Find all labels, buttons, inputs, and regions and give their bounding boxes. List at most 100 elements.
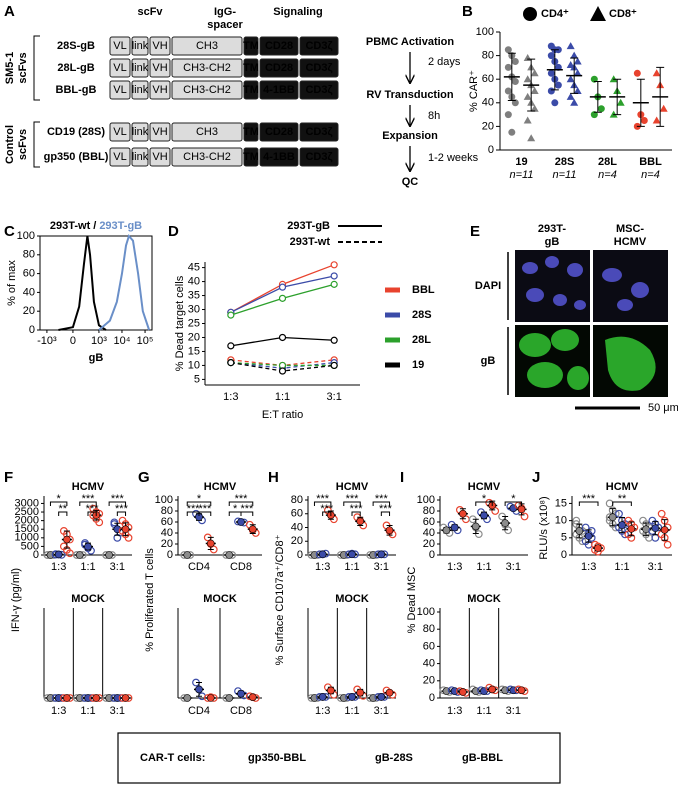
domain	[149, 58, 171, 78]
y-tick-label: 0	[297, 549, 303, 561]
panel-label: F	[4, 469, 13, 486]
point	[330, 336, 338, 344]
mean-dot	[348, 550, 356, 559]
sig-label: ***	[240, 503, 254, 515]
point	[566, 75, 575, 83]
sig-label: *	[233, 503, 238, 515]
y-tick-label: 5	[194, 373, 200, 385]
domain	[171, 80, 243, 100]
y-tick-label: 500	[21, 540, 39, 552]
y-tick-label: 15	[188, 345, 200, 357]
sig-bracket	[228, 501, 254, 506]
domain-label: VL	[113, 40, 126, 52]
x-tick-label: 1:3	[223, 391, 238, 403]
mean-dot	[327, 686, 335, 695]
x-tick-label: 1:3	[315, 705, 330, 717]
point	[652, 116, 661, 124]
y-tick-label: 0	[429, 692, 435, 704]
domain-label: TM	[243, 40, 259, 52]
sig-label: **	[618, 493, 627, 505]
mean-dot	[63, 535, 71, 544]
domain-label: 4-1BB	[263, 151, 295, 163]
y-tick-label: 10	[555, 515, 567, 527]
domain	[109, 36, 131, 56]
error-bar	[613, 78, 622, 116]
point	[547, 52, 555, 60]
point	[547, 87, 555, 95]
x-tick-label: 1:1	[614, 561, 629, 573]
point	[581, 523, 590, 532]
title-part: 293T-gB	[99, 220, 142, 232]
domain-label: 4-1BB	[263, 84, 295, 96]
mean-dot	[488, 685, 497, 694]
mean-dot	[54, 550, 63, 559]
mean-dot	[642, 525, 650, 534]
point	[554, 81, 562, 89]
point	[227, 311, 235, 319]
domain-label: TM	[243, 126, 259, 138]
mean-dot	[459, 509, 467, 518]
y-tick-label: 40	[423, 527, 435, 539]
workflow-duration: 1-2 weeks	[428, 152, 479, 164]
mean-dot	[206, 539, 215, 548]
sig-bracket	[87, 511, 97, 516]
legend-title: CAR-T cells:	[140, 752, 205, 764]
sig-label: ***	[198, 503, 212, 515]
point	[523, 53, 532, 61]
y-tick-label: 60	[423, 640, 435, 652]
point	[547, 69, 555, 77]
domain-label: CD28	[265, 62, 293, 74]
domain-label: CD3ζ	[305, 40, 332, 52]
error-bar	[593, 81, 602, 113]
y-tick-label: 20	[423, 538, 435, 550]
y-tick-label: 5	[561, 532, 567, 544]
mean-dot	[450, 523, 459, 532]
micrographs	[507, 250, 668, 410]
mean-dot	[377, 550, 386, 559]
x-tick-label: 3:1	[327, 391, 342, 403]
point	[573, 69, 582, 77]
domain-label: CH3	[196, 126, 218, 138]
point	[110, 518, 119, 527]
domain	[171, 122, 243, 142]
sig-bracket	[228, 511, 242, 516]
legend-label: gp350-BBL	[248, 752, 306, 764]
point	[616, 98, 625, 106]
x-axis-label: E:T ratio	[262, 409, 303, 421]
y-tick-label: 100	[417, 606, 435, 618]
domain	[131, 122, 149, 142]
point	[530, 87, 539, 94]
header: spacer	[207, 19, 243, 31]
n-label: n=11	[553, 169, 577, 181]
legend-label: 19	[412, 359, 424, 371]
point	[278, 333, 287, 342]
domain	[171, 147, 243, 167]
point	[330, 261, 338, 269]
y-tick-label: 2500	[15, 506, 39, 518]
sig-bracket	[612, 501, 632, 506]
x-tick-label: 10⁴	[113, 335, 130, 347]
x-tick-label: 1:3	[447, 561, 462, 573]
sig-bracket	[186, 501, 212, 506]
y-tick-label: 60	[423, 516, 435, 528]
point	[330, 361, 338, 370]
point	[611, 523, 620, 532]
domain	[171, 58, 243, 78]
domain	[259, 36, 299, 56]
y-tick-label: 100	[17, 230, 35, 242]
domain	[299, 122, 339, 142]
domain	[131, 36, 149, 56]
y-tick-label: 40	[188, 275, 200, 287]
point	[523, 92, 532, 100]
domain-label: VH	[152, 84, 167, 96]
sig-label: ***	[86, 503, 100, 515]
panel-label: I	[400, 469, 404, 486]
group-label: SM5-1	[4, 52, 16, 84]
sig-bracket	[322, 511, 332, 516]
y-tick-label: 60	[23, 268, 35, 280]
plot-title: MOCK	[467, 593, 501, 605]
y-tick-label: 35	[188, 289, 200, 301]
domain	[299, 80, 339, 100]
workflow-step: Expansion	[382, 130, 438, 142]
domain	[149, 147, 171, 167]
